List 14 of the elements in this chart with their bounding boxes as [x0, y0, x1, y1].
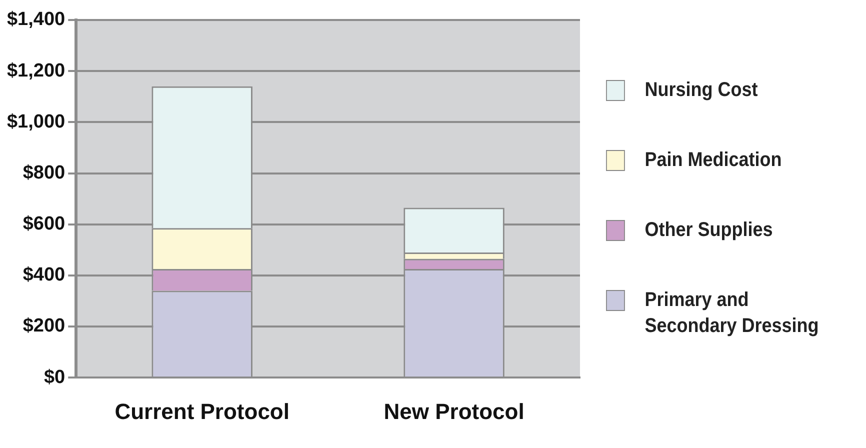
legend-label: Pain Medication — [644, 148, 782, 173]
legend-label: Other Supplies — [644, 218, 773, 243]
y-tick-label: $1,000 — [6, 111, 66, 132]
y-tick-label: $400 — [22, 264, 66, 286]
y-tick-label: $0 — [44, 366, 66, 388]
x-tick-label: Current Protocol — [114, 398, 290, 424]
y-tick-label: $1,400 — [6, 9, 66, 30]
y-tick-label: $800 — [22, 162, 66, 184]
y-tick-label: $200 — [22, 316, 66, 337]
legend-label: Nursing Cost — [644, 78, 758, 103]
text: Primary and Secondary Dressing — [644, 288, 820, 339]
y-tick-label: $600 — [22, 214, 66, 235]
y-tick-label: $1,200 — [6, 60, 66, 82]
x-tick-label: New Protocol — [384, 398, 524, 424]
